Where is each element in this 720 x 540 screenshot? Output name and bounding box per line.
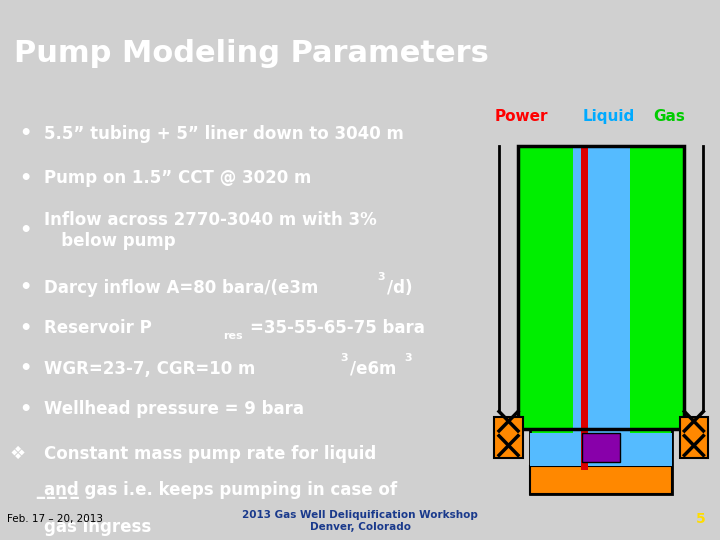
Text: 3: 3 [341,353,348,363]
Text: Pump on 1.5” CCT @ 3020 m: Pump on 1.5” CCT @ 3020 m [44,169,312,187]
Text: 2013 Gas Well Deliquification Workshop
Denver, Colorado: 2013 Gas Well Deliquification Workshop D… [242,510,478,532]
Bar [530,465,672,494]
Text: 3: 3 [404,353,412,363]
Text: res: res [222,331,243,341]
Text: •: • [19,278,32,297]
Text: •: • [19,400,32,419]
Text: •: • [19,221,32,240]
Text: •: • [19,359,32,378]
Bar [680,417,708,458]
Text: /d): /d) [387,279,413,296]
Text: Power: Power [495,109,548,124]
Text: •: • [19,124,32,143]
Bar [518,146,684,429]
Text: Feb. 17 – 20, 2013: Feb. 17 – 20, 2013 [7,514,103,524]
Text: 5: 5 [696,512,706,526]
Text: Constant mass pump rate for liquid: Constant mass pump rate for liquid [44,444,377,463]
Text: 5.5” tubing + 5” liner down to 3040 m: 5.5” tubing + 5” liner down to 3040 m [44,125,404,143]
Text: ̲a̲n̲d̲ gas i.e. keeps pumping in case of: ̲a̲n̲d̲ gas i.e. keeps pumping in case o… [44,481,397,499]
Bar [572,146,630,470]
Text: 3: 3 [377,272,384,282]
Text: •: • [19,168,32,188]
Bar [530,433,672,465]
Text: gas ingress: gas ingress [44,517,151,536]
Text: WGR=23-7, CGR=10 m: WGR=23-7, CGR=10 m [44,360,256,377]
Text: ❖: ❖ [10,444,26,463]
Text: Inflow across 2770-3040 m with 3%
   below pump: Inflow across 2770-3040 m with 3% below … [44,212,377,250]
Text: Reservoir P: Reservoir P [44,319,152,337]
Text: Gas: Gas [654,109,685,124]
Bar [495,417,523,458]
Bar [581,417,588,462]
Text: Wellhead pressure = 9 bara: Wellhead pressure = 9 bara [44,400,304,418]
Text: Liquid: Liquid [582,109,634,124]
Text: •: • [19,319,32,338]
Text: =35-55-65-75 bara: =35-55-65-75 bara [250,319,425,337]
Bar [518,146,684,429]
Text: Pump Modeling Parameters: Pump Modeling Parameters [14,39,490,68]
Bar [530,429,672,494]
Bar [582,433,620,462]
Text: /e6m: /e6m [350,360,397,377]
Bar [572,417,630,462]
Bar [581,146,588,470]
Text: Darcy inflow A=80 bara/(e3m: Darcy inflow A=80 bara/(e3m [44,279,318,296]
